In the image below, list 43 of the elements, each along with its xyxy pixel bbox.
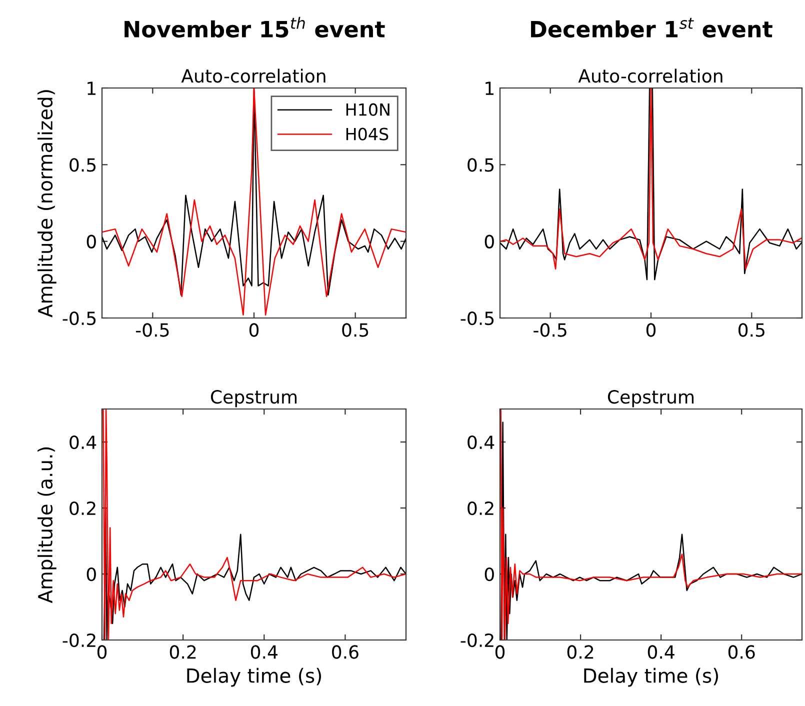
x-tick-label: 0.6: [728, 645, 755, 659]
x-tick-label: 0.4: [250, 645, 278, 659]
x-axis-title: Delay time (s): [584, 668, 718, 687]
legend-label: H04S: [346, 128, 388, 140]
x-tick-label: 0.2: [170, 645, 196, 659]
chart-subtitle: Auto-correlation: [578, 68, 722, 83]
y-tick-label: -0.2: [62, 633, 96, 648]
y-tick-label: 1: [486, 82, 494, 95]
y-axis-title: Amplitude (a.u.): [38, 447, 56, 604]
y-tick-label: 1: [88, 82, 96, 95]
y-tick-label: 0: [86, 234, 96, 248]
x-tick-label: 0: [97, 645, 107, 659]
y-tick-label: 0.4: [70, 435, 96, 450]
x-tick-label: 0: [495, 645, 505, 659]
y-tick-label: 0.5: [468, 158, 494, 172]
y-tick-label: 0: [86, 567, 96, 582]
y-tick-label: 0.2: [70, 501, 96, 516]
line-series: [102, 409, 406, 640]
x-tick-label: 0: [646, 323, 656, 337]
y-tick-label: 0.2: [468, 501, 494, 516]
x-tick-label: 0.5: [342, 323, 368, 337]
y-tick-label: 0: [484, 234, 494, 248]
x-tick-label: -0.5: [534, 323, 566, 337]
x-tick-label: 0.5: [738, 323, 764, 337]
x-tick-label: 0: [249, 323, 259, 337]
y-tick-label: -0.5: [460, 311, 494, 326]
y-tick-label: 0: [484, 567, 494, 582]
x-tick-label: 0.4: [648, 645, 674, 659]
x-tick-label: -0.5: [136, 323, 169, 337]
legend-label: H10N: [346, 103, 390, 116]
y-tick-label: 0.5: [70, 158, 96, 172]
chart-subtitle: Cepstrum: [608, 390, 694, 408]
x-tick-label: 0.6: [332, 645, 358, 659]
chart-title: December 1$^{st}$ event: [531, 18, 772, 38]
chart-subtitle: Auto-correlation: [181, 68, 326, 83]
y-tick-label: 0.4: [468, 435, 494, 450]
y-tick-label: -0.2: [460, 633, 494, 648]
x-tick-label: 0.2: [567, 645, 594, 659]
x-axis-title: Delay time (s): [187, 668, 322, 687]
chart-title: November 15$^{th}$ event: [124, 16, 385, 38]
y-tick-label: -0.5: [62, 311, 96, 326]
chart-subtitle: Cepstrum: [210, 390, 297, 408]
y-axis-title: Amplitude (normalized): [38, 90, 56, 318]
